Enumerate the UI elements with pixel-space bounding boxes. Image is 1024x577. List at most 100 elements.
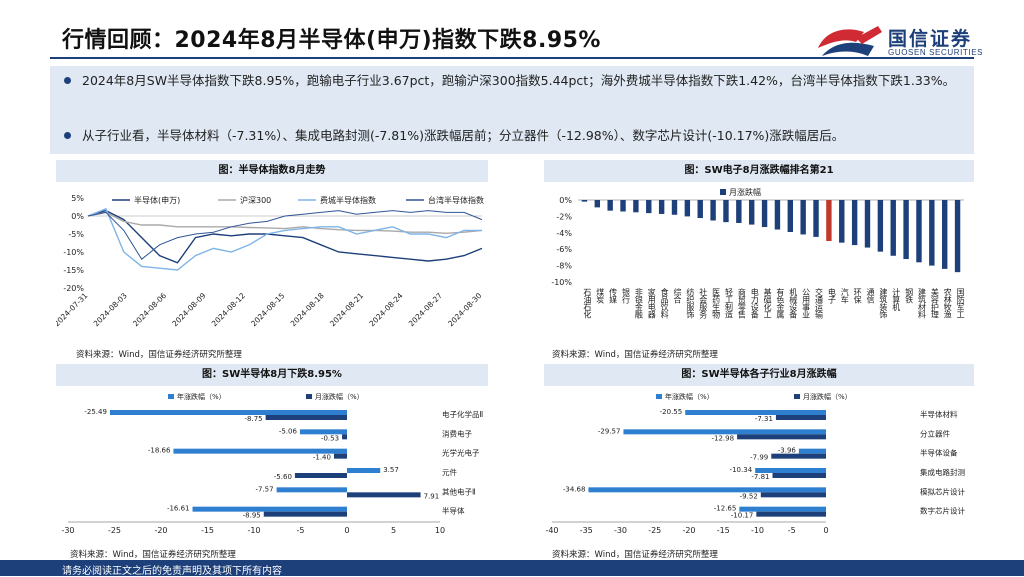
bar-month — [756, 511, 826, 517]
category-label: 半导体材料 — [920, 409, 958, 419]
bar-year — [588, 487, 826, 493]
data-label: -12.65 — [714, 505, 737, 513]
page-title: 行情回顾：2024年8月半导体(申万)指数下跌8.95% — [62, 28, 601, 53]
chart2-bar: 0% -2% -4% -6% -8% -10% 石油石化 煤炭 传媒 银行 非银金融 家用电器 食品饮料… — [544, 184, 974, 344]
legend-label: 月涨跌幅 — [729, 187, 761, 197]
bar-year — [623, 429, 826, 435]
category-label: 模拟芯片设计 — [920, 486, 965, 496]
x-tick-label: 0 — [823, 526, 828, 535]
data-label: 3.57 — [383, 466, 399, 474]
bar-month — [294, 473, 347, 478]
guosen-logo-icon — [818, 26, 882, 56]
x-tick-label: -15 — [201, 526, 214, 535]
legend-swatch — [794, 394, 800, 399]
x-tick-label: 通信 — [866, 287, 875, 305]
legend-swatch — [306, 394, 312, 399]
bar — [658, 200, 665, 214]
data-label: -0.53 — [321, 434, 339, 442]
data-label: -7.99 — [750, 454, 768, 462]
category-label: 电子化学品Ⅱ — [442, 409, 483, 419]
bar-month — [265, 415, 347, 420]
logo-text-cn: 国信证券 — [888, 28, 973, 50]
category-label: 半导体设备 — [920, 448, 958, 458]
data-label: -16.61 — [167, 505, 190, 513]
bar — [671, 200, 678, 215]
chart4-title: 图：SW半导体各子行业8月涨跌幅 — [544, 364, 974, 386]
x-tick-label: -20 — [154, 526, 167, 535]
data-label: 7.91 — [424, 492, 440, 500]
bar — [941, 200, 948, 269]
bar-month — [333, 453, 347, 459]
y-tick-label: 0% — [71, 212, 84, 221]
y-tick-label: 5% — [71, 194, 84, 203]
data-label: -5.06 — [279, 427, 298, 435]
bar — [929, 200, 935, 266]
x-tick-label: -5 — [788, 526, 796, 535]
y-tick-label: -4% — [556, 229, 572, 238]
x-tick-label: 2024-08-18 — [289, 291, 326, 328]
bar — [864, 200, 871, 248]
bullet-dot-icon — [64, 132, 71, 139]
bar — [594, 200, 601, 208]
chart3-source: 资料来源：Wind，国信证券经济研究所整理 — [70, 550, 236, 560]
series-line — [87, 210, 483, 260]
bar — [851, 200, 858, 246]
y-tick-label: -10% — [551, 278, 572, 287]
bar-year — [192, 506, 347, 512]
x-tick-label: 钢铁 — [905, 287, 914, 305]
bar-year — [739, 506, 826, 512]
category-label: 元件 — [442, 467, 457, 477]
footer-disclaimer: 请务必阅读正文之后的免责声明及其项下所有内容 — [62, 566, 282, 577]
data-label: -25.49 — [84, 408, 107, 416]
x-tick-label: 食品饮料 — [660, 287, 669, 320]
summary-text: 从子行业看，半导体材料（-7.31%）、集成电路封测(-7.81%)涨跌幅居前；… — [82, 128, 845, 143]
bar — [761, 200, 768, 228]
legend-label: 年涨跌幅（%） — [665, 392, 714, 401]
x-tick-label: 机械设备 — [789, 287, 798, 320]
x-tick-label: 基础化工 — [763, 287, 772, 319]
series-line — [87, 211, 483, 235]
x-tick-label: 美容护理 — [930, 287, 939, 319]
bar-year — [173, 448, 347, 454]
bar — [684, 200, 691, 217]
x-tick-label: 计算机 — [892, 287, 901, 312]
bar — [723, 200, 729, 223]
category-label: 其他电子Ⅱ — [442, 486, 476, 496]
x-tick-label: 石油石化 — [583, 288, 592, 320]
category-label: 集成电路封测 — [920, 467, 965, 477]
x-tick-label: 公用事业 — [802, 288, 811, 319]
bar — [800, 200, 806, 235]
legend-swatch — [168, 394, 174, 399]
x-tick-label: 建筑装饰 — [879, 287, 888, 320]
x-tick-label: 5 — [391, 526, 396, 535]
x-tick-label: 国防军工 — [956, 288, 965, 319]
data-label: -7.31 — [755, 415, 773, 423]
x-tick-label: 2024-08-09 — [170, 291, 207, 328]
summary-box: 2024年8月SW半导体指数下跌8.95%，跑输电子行业3.67pct，跑输沪深… — [50, 66, 974, 154]
chart3-title: 图：SW半导体8月下跌8.95% — [56, 364, 488, 386]
x-tick-label: 交通运输 — [815, 287, 824, 320]
bar-month — [737, 434, 826, 440]
x-tick-label: 银行 — [622, 287, 631, 305]
x-tick-label: -30 — [614, 526, 627, 535]
x-tick-label: 2024-08-24 — [367, 291, 404, 328]
legend-label: 费城半导体指数 — [320, 195, 376, 205]
category-label: 半导体 — [442, 506, 465, 516]
x-tick-label: -40 — [545, 526, 558, 535]
bar — [646, 200, 652, 214]
bar — [697, 200, 703, 219]
footer-bar — [0, 560, 1024, 576]
data-label: -10.34 — [730, 466, 753, 474]
bar — [607, 200, 613, 211]
bar — [736, 200, 742, 223]
title-divider — [50, 57, 974, 59]
bar-month — [772, 473, 826, 478]
bar — [620, 200, 626, 212]
chart4-bar: -40 -35 -30 -25 -20 -15 -10 -5 0 -20.55 -7.31 半导体材料… — [544, 388, 974, 544]
legend-label: 年涨跌幅（%） — [177, 392, 226, 401]
y-tick-label: 0% — [559, 196, 572, 205]
bar-year — [276, 487, 347, 493]
data-label: -10.17 — [731, 512, 754, 520]
bar — [877, 200, 884, 252]
x-tick-label: -20 — [682, 526, 695, 535]
